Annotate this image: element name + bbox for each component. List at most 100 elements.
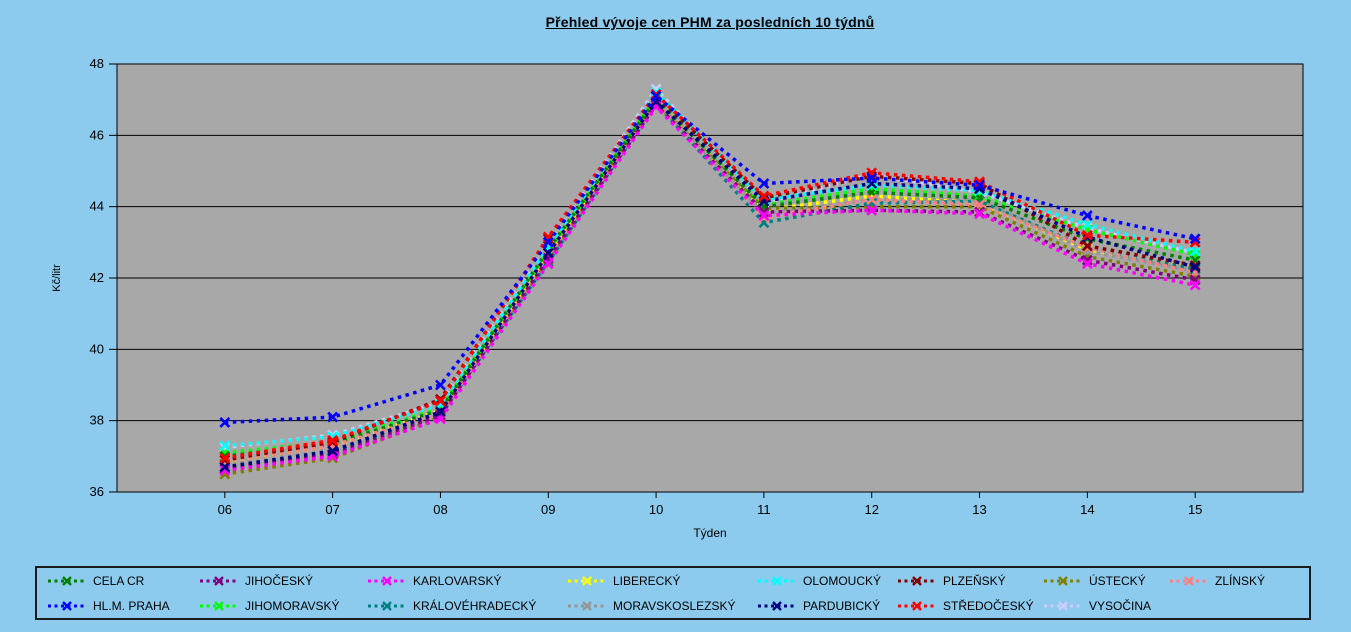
x-tick-label: 12 — [864, 502, 878, 517]
data-point-marker — [542, 247, 554, 259]
y-tick-label: 38 — [90, 413, 104, 428]
data-point-marker — [758, 178, 770, 189]
data-point-marker — [650, 90, 662, 102]
data-point-marker — [542, 236, 554, 248]
plot-area-svg: 36 38 40 42 44 46 48 06 07 08 09 10 11 12 13 14 15 — [90, 56, 1304, 517]
legend-item: KARLOVARSKÝ — [367, 574, 567, 588]
data-point-marker — [219, 461, 231, 473]
legend-item: MORAVSKOSLEZSKÝ — [567, 599, 757, 613]
legend-label: ÚSTECKÝ — [1089, 573, 1146, 588]
legend-label: ZLÍNSKÝ — [1215, 573, 1266, 588]
y-tick-label: 44 — [90, 199, 104, 214]
legend-item: VYSOČINA — [1043, 599, 1169, 613]
legend-marker-icon — [48, 575, 86, 586]
data-point-marker — [219, 440, 231, 452]
data-point-marker — [758, 210, 770, 222]
legend-marker-icon — [898, 600, 936, 611]
legend-item: JIHOČESKÝ — [199, 574, 367, 588]
x-tick-label: 15 — [1188, 502, 1202, 517]
legend: CELA CR HL.M. PRAHA JIHOČESKÝ JIHOMORAVSKÝ K… — [35, 566, 1311, 620]
legend-label: KARLOVARSKÝ — [413, 573, 502, 588]
legend-label: KRÁLOVÉHRADECKÝ — [413, 598, 537, 613]
data-point-marker — [435, 409, 446, 421]
legend-marker-icon — [758, 575, 796, 586]
data-point-marker — [1081, 219, 1093, 230]
legend-marker-icon — [200, 600, 238, 611]
legend-marker-icon — [48, 600, 86, 611]
data-point-marker — [435, 406, 446, 418]
legend-marker-icon — [368, 575, 406, 586]
legend-marker-icon — [568, 600, 606, 611]
legend-item: ÚSTECKÝ — [1043, 574, 1169, 588]
legend-marker-icon — [1044, 600, 1082, 611]
y-tick-label: 40 — [90, 341, 104, 356]
y-axis-title: Kč/litr — [51, 264, 63, 292]
data-point-marker — [1189, 245, 1201, 257]
data-point-marker — [219, 417, 231, 428]
legend-item: JIHOMORAVSKÝ — [199, 599, 367, 613]
data-point-marker — [1189, 279, 1201, 291]
x-tick-label: 13 — [972, 502, 986, 517]
legend-label: PARDUBICKÝ — [803, 598, 881, 613]
x-tick-label: 14 — [1080, 502, 1094, 517]
legend-marker-icon — [368, 600, 406, 611]
series-line-9 — [224, 98, 1196, 469]
x-axis-title: Týden — [693, 526, 727, 540]
legend-item: OLOMOUCKÝ — [757, 574, 897, 588]
data-point-marker — [1081, 210, 1093, 222]
data-point-marker — [866, 204, 878, 216]
data-point-marker — [219, 452, 231, 464]
data-point-marker — [758, 190, 770, 202]
data-point-marker — [435, 395, 446, 407]
x-tick-label: 11 — [757, 502, 771, 517]
y-tick-label: 48 — [90, 56, 104, 71]
x-tick-label: 06 — [218, 502, 232, 517]
data-point-marker — [974, 176, 985, 188]
legend-label: OLOMOUCKÝ — [803, 573, 882, 588]
legend-label: PLZEŇSKÝ — [943, 573, 1006, 588]
data-point-marker — [1081, 254, 1093, 266]
legend-label: JIHOMORAVSKÝ — [245, 598, 340, 613]
legend-marker-icon — [898, 575, 936, 586]
data-point-marker — [1189, 236, 1201, 248]
legend-label: LIBERECKÝ — [613, 573, 681, 588]
series-line-12 — [224, 100, 1196, 476]
legend-marker-icon — [1170, 575, 1208, 586]
data-point-marker — [974, 179, 985, 191]
legend-item: LIBERECKÝ — [567, 574, 757, 588]
data-point-marker — [1189, 261, 1201, 273]
data-point-marker — [1189, 233, 1201, 245]
data-point-marker — [435, 379, 446, 391]
data-point-marker — [327, 445, 339, 457]
data-point-marker — [327, 434, 339, 446]
legend-item: HL.M. PRAHA — [47, 599, 199, 613]
legend-label: CELA CR — [93, 573, 145, 588]
x-tick-label: 10 — [649, 502, 663, 517]
legend-marker-icon — [200, 575, 238, 586]
x-tick-label: 07 — [325, 502, 339, 517]
series-line-11 — [224, 91, 1196, 460]
legend-label: MORAVSKOSLEZSKÝ — [613, 598, 736, 613]
legend-item: CELA CR — [47, 574, 199, 588]
data-point-marker — [327, 411, 339, 423]
legend-marker-icon — [1044, 575, 1082, 586]
legend-label: STŘEDOČESKÝ — [943, 598, 1034, 613]
y-tick-label: 42 — [90, 270, 104, 285]
data-point-marker — [866, 194, 878, 205]
data-point-marker — [1081, 258, 1093, 270]
data-point-marker — [1081, 240, 1093, 252]
legend-label: VYSOČINA — [1089, 598, 1152, 613]
legend-marker-icon — [568, 575, 606, 586]
y-tick-label: 36 — [90, 484, 104, 499]
data-point-marker — [974, 208, 985, 220]
data-point-marker — [1081, 229, 1093, 241]
legend-marker-icon — [758, 600, 796, 611]
legend-item: KRÁLOVÉHRADECKÝ — [367, 599, 567, 613]
legend-item: PARDUBICKÝ — [757, 599, 897, 613]
x-tick-label: 08 — [433, 502, 447, 517]
y-tick-label: 46 — [90, 127, 104, 142]
legend-label: HL.M. PRAHA — [93, 598, 170, 613]
chart-title: Přehled vývoje cen PHM za posledních 10 … — [545, 14, 875, 30]
legend-label: JIHOČESKÝ — [245, 573, 314, 588]
